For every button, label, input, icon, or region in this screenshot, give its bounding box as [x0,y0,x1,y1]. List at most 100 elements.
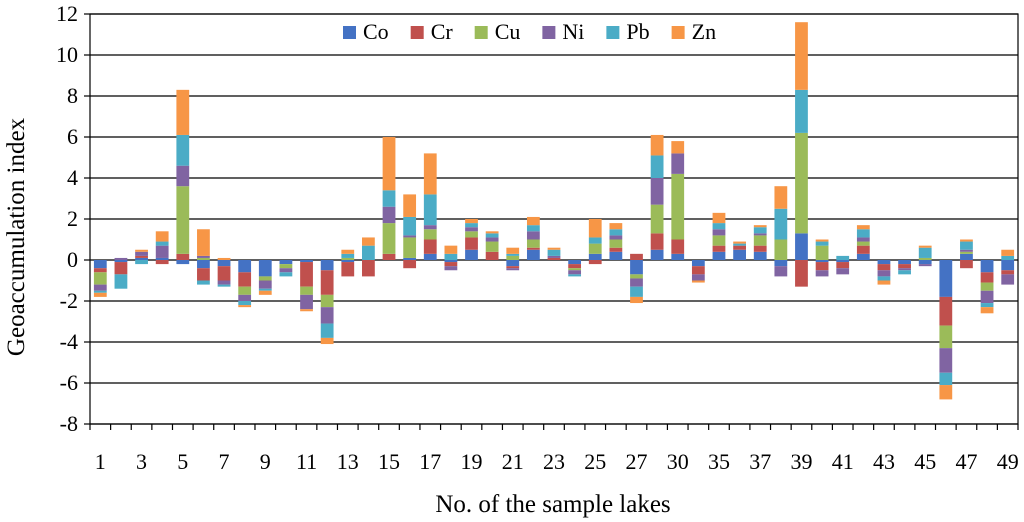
bar-zn-lake-5 [176,89,190,135]
bar-pb-lake-22 [526,225,540,232]
legend: Co Cr Cu Ni Pb Zn [343,19,716,44]
bar-cu-lake-21 [506,255,520,260]
bar-cr-lake-6 [197,268,210,281]
bar-cr-lake-46 [939,296,953,326]
bar-cr-lake-17 [423,239,437,254]
legend-swatch-cr [410,26,424,39]
bar-zn-lake-28 [650,134,664,156]
bar-zn-lake-45 [918,245,932,248]
bar-pb-lake-37 [753,227,767,234]
bar-cr-lake-37 [753,245,767,252]
bar-pb-lake-21 [506,253,520,256]
bar-co-lake-16 [403,257,417,260]
bar-zn-lake-33 [691,280,705,283]
bar-co-lake-39 [795,233,808,260]
bar-pb-lake-41 [836,255,850,260]
bar-cr-lake-14 [362,260,375,277]
bar-co-lake-18 [444,260,458,263]
y-tick-label: -2 [60,288,78,313]
bar-co-lake-44 [898,260,911,265]
bar-cu-lake-48 [980,282,994,291]
bar-cu-lake-20 [485,241,499,252]
bar-ni-lake-46 [939,348,953,373]
bar-cr-lake-27 [630,253,643,260]
bar-cu-lake-9 [258,276,272,281]
legend-label-cr: Cr [431,19,454,44]
bar-co-lake-4 [155,257,169,260]
bar-zn-lake-13 [341,249,355,254]
bar-pb-lake-25 [588,237,602,244]
x-tick-label: 41 [832,449,854,474]
bar-zn-lake-46 [939,385,953,400]
bar-pb-lake-10 [279,272,293,277]
bar-cu-lake-42 [856,241,870,246]
bar-co-lake-10 [279,260,293,265]
bar-zn-lake-35 [712,212,726,224]
bar-zn-lake-15 [382,137,396,191]
bar-co-lake-8 [238,260,252,273]
bar-zn-lake-11 [300,309,313,312]
bar-stacks [93,22,1015,400]
bar-pb-lake-6 [197,280,210,285]
bar-cu-lake-27 [630,274,643,279]
bar-ni-lake-2 [114,257,128,260]
bar-cr-lake-4 [155,260,169,265]
bar-zn-lake-26 [609,223,623,230]
bar-ni-lake-11 [300,294,313,310]
bar-cr-lake-19 [465,237,478,250]
bar-cr-lake-7 [217,266,231,281]
bar-cu-lake-13 [341,257,355,260]
bar-ni-lake-43 [877,270,891,277]
bar-zn-lake-19 [465,219,478,224]
bar-pb-lake-5 [176,134,190,166]
bar-cr-lake-26 [609,247,623,252]
bar-ni-lake-23 [547,255,561,258]
bar-ni-lake-22 [526,231,540,240]
x-tick-label: 43 [873,449,895,474]
bar-co-lake-17 [423,253,437,260]
bar-pb-lake-43 [877,276,891,281]
bar-cu-lake-25 [588,243,602,254]
bar-zn-lake-43 [877,280,891,285]
bar-co-lake-25 [588,253,602,260]
bar-zn-lake-8 [238,305,252,308]
bar-zn-lake-21 [506,247,520,254]
y-tick-label: -8 [60,411,78,436]
bar-cu-lake-1 [93,272,107,285]
bar-cu-lake-45 [918,257,932,260]
bar-cr-lake-15 [382,253,396,260]
legend-label-pb: Pb [626,19,649,44]
bar-zn-lake-9 [258,290,272,295]
bar-co-lake-11 [300,260,313,263]
bar-cr-lake-16 [403,260,417,269]
bar-cr-lake-49 [1001,270,1015,275]
bar-zn-lake-37 [753,225,767,228]
bar-cr-lake-44 [898,264,911,269]
bar-pb-lake-2 [114,274,128,289]
bar-co-lake-21 [506,260,520,267]
bar-co-lake-38 [774,260,788,267]
bar-ni-lake-49 [1001,274,1015,285]
bar-cu-lake-37 [753,235,767,246]
x-tick-label: 9 [260,449,271,474]
bar-cu-lake-39 [795,132,808,234]
y-tick-label: 4 [67,165,78,190]
bar-cr-lake-1 [93,268,107,273]
y-tick-label: 12 [56,1,78,26]
bar-ni-lake-33 [691,274,705,281]
bar-pb-lake-28 [650,155,664,178]
bar-co-lake-6 [197,260,210,269]
bar-cu-lake-40 [815,245,829,260]
bar-pb-lake-18 [444,253,458,260]
bar-cu-lake-30 [671,173,685,240]
bar-ni-lake-20 [485,237,499,242]
bar-cr-lake-28 [650,233,664,250]
bar-ni-lake-42 [856,237,870,242]
bar-pb-lake-49 [1001,255,1015,260]
bar-co-lake-42 [856,253,870,260]
x-tick-label: 17 [419,449,441,474]
bar-pb-lake-20 [485,233,499,238]
bar-pb-lake-45 [918,247,932,258]
x-tick-label: 11 [296,449,317,474]
bar-pb-lake-40 [815,241,829,246]
